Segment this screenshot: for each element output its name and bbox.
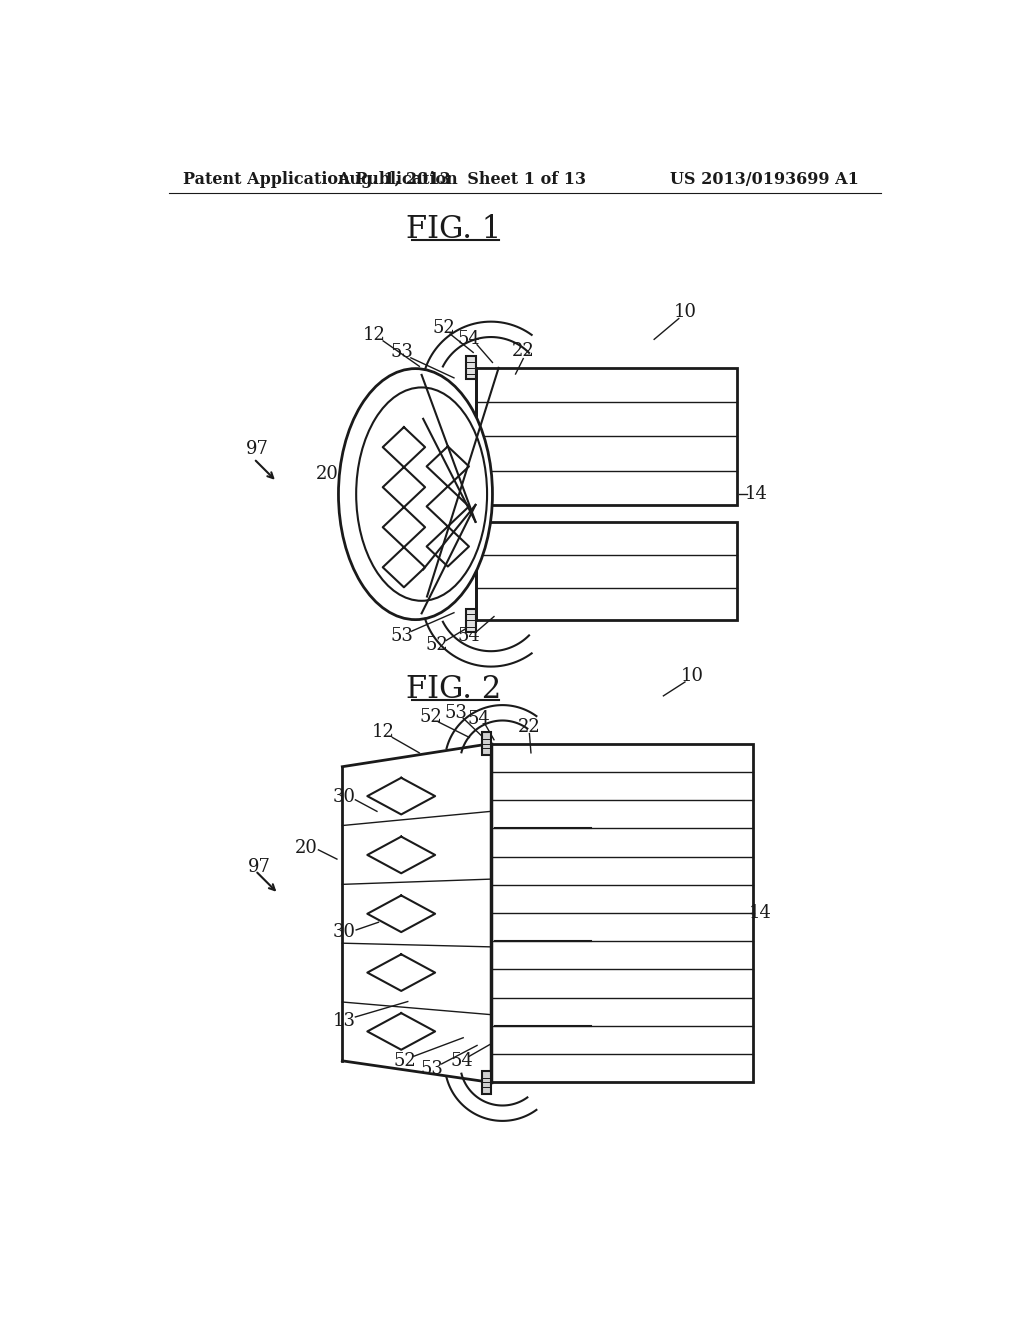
Bar: [490, 743, 753, 1082]
Text: FIG. 2: FIG. 2: [407, 675, 502, 705]
Text: 20: 20: [295, 838, 317, 857]
Bar: [481, 1071, 490, 1094]
Text: 10: 10: [674, 304, 696, 321]
Text: 97: 97: [248, 858, 270, 875]
Text: 30: 30: [333, 923, 356, 941]
Text: 13: 13: [357, 569, 381, 587]
Text: US 2013/0193699 A1: US 2013/0193699 A1: [670, 172, 858, 189]
Text: 22: 22: [518, 718, 541, 735]
Text: 13: 13: [333, 1012, 356, 1030]
Text: 30: 30: [355, 422, 379, 441]
Text: 54: 54: [458, 330, 480, 348]
Text: Patent Application Publication: Patent Application Publication: [183, 172, 458, 189]
Text: FIG. 1: FIG. 1: [407, 214, 502, 244]
Text: 53: 53: [444, 704, 467, 722]
Text: 14: 14: [749, 904, 772, 921]
Text: 52: 52: [420, 708, 442, 726]
Text: 12: 12: [364, 326, 386, 345]
Text: 22: 22: [512, 342, 535, 360]
Text: 14: 14: [744, 486, 767, 503]
Text: 54: 54: [451, 1052, 473, 1069]
Bar: [466, 609, 475, 632]
Text: 53: 53: [421, 1060, 443, 1077]
Text: 97: 97: [246, 441, 269, 458]
Text: 30: 30: [355, 543, 379, 560]
Text: 54: 54: [467, 710, 489, 727]
Text: 53: 53: [391, 627, 414, 644]
Bar: [481, 733, 490, 755]
Text: 12: 12: [372, 723, 394, 741]
Text: 53: 53: [390, 343, 413, 362]
Text: 52: 52: [393, 1052, 416, 1069]
Ellipse shape: [339, 368, 493, 619]
Text: 20: 20: [315, 465, 338, 483]
Text: 30: 30: [333, 788, 356, 807]
Text: Aug. 1, 2013   Sheet 1 of 13: Aug. 1, 2013 Sheet 1 of 13: [337, 172, 586, 189]
Bar: [466, 356, 475, 379]
Text: 52: 52: [426, 636, 449, 653]
Text: 10: 10: [681, 667, 705, 685]
Bar: [475, 521, 737, 620]
Text: 54: 54: [458, 627, 480, 644]
Text: 52: 52: [432, 319, 456, 337]
Bar: [475, 368, 737, 506]
